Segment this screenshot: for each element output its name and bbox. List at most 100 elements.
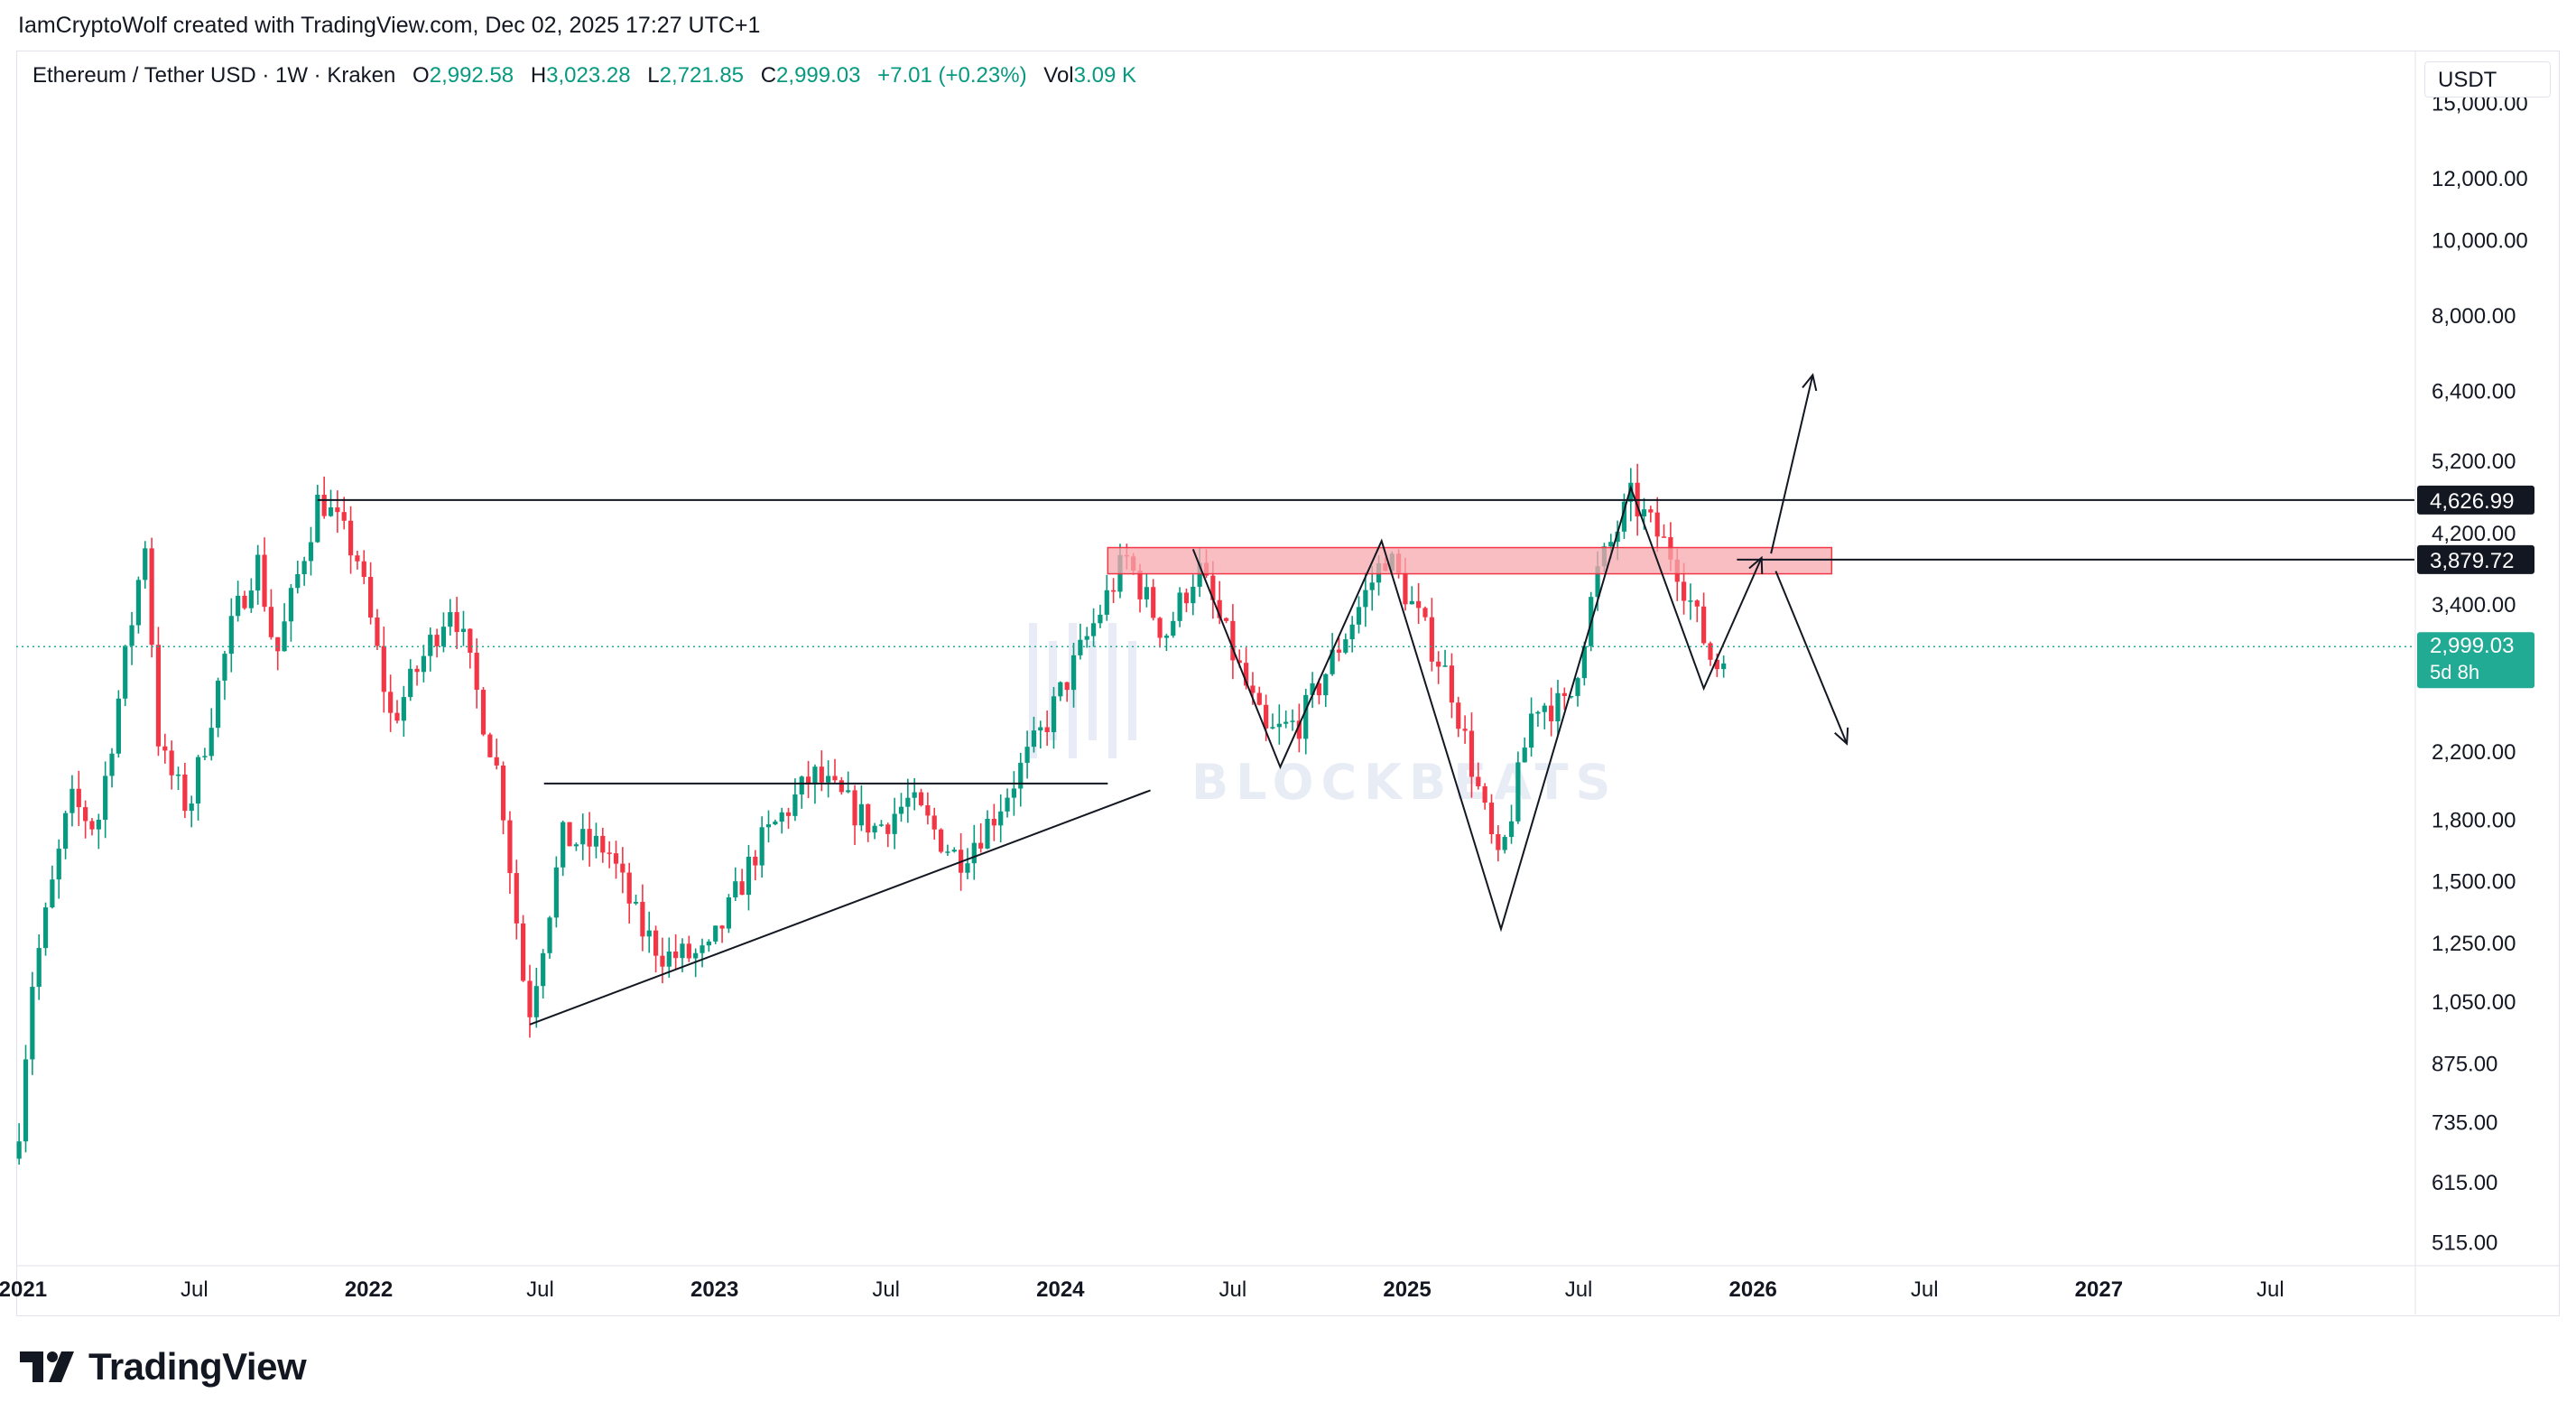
candle-body [998, 811, 1004, 826]
candle-body [1502, 837, 1507, 850]
candle-body [1488, 803, 1495, 834]
candle-body [507, 820, 513, 874]
candle-body [773, 822, 778, 825]
candle-body [991, 819, 996, 826]
trend-line[interactable] [529, 789, 1151, 1026]
candle-body [1323, 673, 1329, 696]
projection-arrowhead [1802, 373, 1818, 392]
candle-body [494, 757, 499, 766]
pattern-path[interactable] [1191, 484, 1763, 933]
x-tick-label: Jul [1565, 1277, 1593, 1302]
symbol-name[interactable]: Ethereum / Tether USD · 1W · Kraken [32, 63, 396, 88]
candle-body [553, 867, 559, 918]
currency-selector[interactable]: USDT [2424, 61, 2551, 98]
candle-body [295, 573, 301, 589]
candle-body [785, 812, 792, 816]
candle-body [1044, 727, 1050, 732]
candle-body [1708, 643, 1713, 660]
candle-body [832, 776, 838, 781]
volume-label: Vol [1043, 63, 1074, 88]
candle-body [42, 907, 49, 949]
watermark-bar [1029, 623, 1037, 758]
candle-body [83, 807, 88, 822]
projection-arrow[interactable] [1770, 375, 1814, 554]
candle-body [454, 612, 459, 633]
candle-body [1508, 821, 1515, 838]
candle-body [182, 774, 188, 812]
candle-body [759, 827, 764, 866]
projection-arrow[interactable] [1774, 571, 1849, 745]
candle-body [951, 850, 957, 852]
candle-body [521, 923, 526, 981]
candle-body [527, 980, 533, 1017]
candle-body [355, 555, 360, 562]
candle-body [719, 925, 725, 929]
resistance-zone[interactable] [1107, 546, 1833, 575]
candle-body [1462, 729, 1468, 731]
x-tick-label: Jul [2256, 1277, 2284, 1302]
candle-body [1403, 572, 1408, 605]
candle-body [1031, 730, 1037, 748]
header-credit: IamCryptoWolf created with TradingView.c… [18, 13, 761, 38]
price-label: 4,626.99 [2417, 485, 2534, 515]
candle-body [1330, 649, 1335, 674]
candle-body [1078, 639, 1083, 655]
candle-body [268, 607, 273, 637]
candle-body [1456, 702, 1461, 729]
candle-body [208, 728, 214, 757]
candle-body [1569, 695, 1574, 698]
candle-body [56, 849, 61, 880]
candle-body [673, 952, 679, 959]
candle-body [852, 790, 857, 826]
x-tick-label: 2024 [1036, 1277, 1085, 1302]
candle-body [1144, 587, 1149, 599]
candle-body [1336, 649, 1342, 653]
open-label: O [412, 63, 430, 88]
candle-body [1496, 833, 1501, 850]
volume-value: 3.09 K [1073, 63, 1137, 88]
y-tick-label: 5,200.00 [2432, 450, 2516, 474]
high-label: H [530, 63, 547, 88]
candle-body [693, 952, 699, 959]
y-tick-label: 6,400.00 [2432, 379, 2516, 404]
candle-body [335, 507, 340, 513]
drawings[interactable] [317, 373, 2414, 1026]
y-tick-label: 875.00 [2432, 1052, 2497, 1076]
watermark-bar [1089, 641, 1097, 740]
axes: 15,000.0012,000.0010,000.008,000.006,400… [0, 51, 2560, 1314]
candle-body [1515, 762, 1521, 822]
current-price-box [2417, 632, 2534, 689]
candle-body [460, 628, 467, 633]
x-tick-label: Jul [1911, 1277, 1939, 1302]
candle-body [1197, 562, 1202, 587]
candle-body [262, 554, 267, 608]
candle-body [448, 612, 453, 627]
candle-body [587, 829, 592, 847]
candle-body [866, 803, 871, 833]
candle-body [620, 863, 625, 873]
x-tick-label: 2027 [2075, 1277, 2123, 1302]
candle-body [938, 829, 944, 852]
price-labels: 4,626.99 3,879.72 2,999.03 5d 8h [2417, 485, 2534, 689]
candle-body [169, 750, 174, 776]
x-tick-label: Jul [1219, 1277, 1247, 1302]
candle-body [1111, 590, 1117, 592]
candle-body [1256, 692, 1262, 705]
candle-body [1429, 617, 1434, 662]
candle-body [1104, 590, 1109, 615]
candle-body [1641, 509, 1647, 516]
candle-body [440, 627, 447, 646]
candle-body [1721, 663, 1727, 670]
candle-body [1621, 501, 1627, 532]
candle-body [1210, 575, 1216, 600]
candle-body [1416, 600, 1422, 608]
candle-body [248, 590, 254, 608]
candle-body [1482, 785, 1487, 803]
candle-body [713, 925, 718, 942]
tradingview-logo[interactable]: TradingView [20, 1345, 307, 1388]
candle-body [1615, 531, 1620, 543]
candle-body [819, 766, 824, 783]
candle-body [468, 628, 473, 654]
close-label: C [760, 63, 777, 88]
